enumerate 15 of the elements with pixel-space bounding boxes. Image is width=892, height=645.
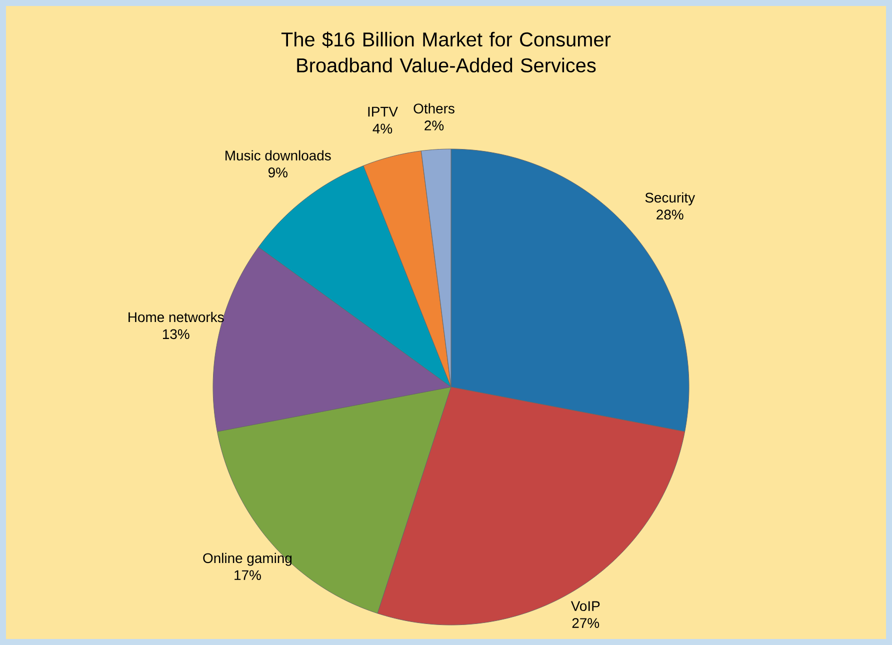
- data-label: 27%: [572, 618, 600, 628]
- data-label: 28%: [656, 210, 684, 220]
- slice-label: VoIP: [570, 601, 600, 612]
- slice-label: IPTV: [368, 106, 398, 116]
- chart-title: The $16 Billion Market for Consumer Broadband Value-Added Services: [281, 32, 611, 72]
- data-label: 2%: [424, 120, 444, 130]
- data-label: 13%: [162, 329, 190, 340]
- slice-label: Online gaming: [203, 552, 292, 566]
- data-label: 17%: [234, 570, 261, 580]
- data-label: 4%: [372, 124, 392, 134]
- slice-label: Music downloads: [226, 150, 331, 160]
- slice-label: Home networks: [128, 312, 224, 322]
- slice-label: Others: [414, 103, 454, 114]
- slice-label: Security: [645, 192, 696, 206]
- data-label: 9%: [268, 168, 288, 178]
